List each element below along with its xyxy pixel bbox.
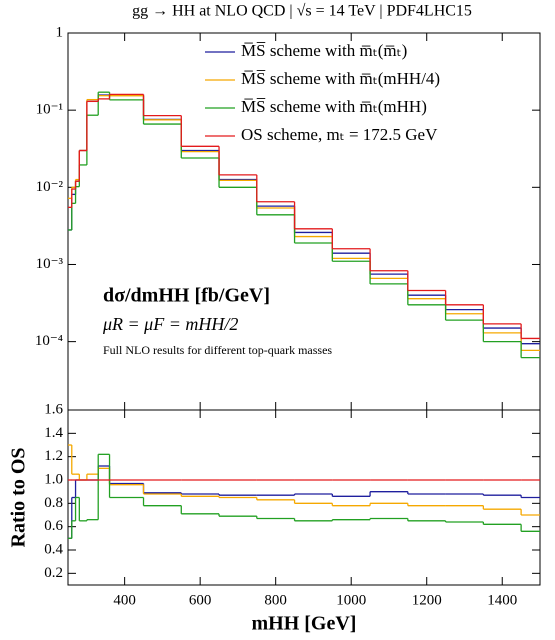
y-tick-label: 10⁻² (36, 179, 64, 195)
x-tick-label: 1400 (487, 592, 517, 608)
legend-label: M̅S̅ scheme with m̅ₜ(mHH/4) (241, 69, 440, 88)
y-tick-label: 10⁻¹ (36, 102, 63, 118)
x-tick-label: 1200 (412, 592, 442, 608)
x-tick-label: 1000 (336, 592, 366, 608)
annotation: μR = μF = mHH/2 (102, 314, 238, 334)
annotation: dσ/dmHH [fb/GeV] (103, 285, 270, 307)
legend-label: OS scheme, mₜ = 172.5 GeV (241, 125, 438, 144)
legend-label: M̅S̅ scheme with m̅ₜ(m̅ₜ) (241, 41, 407, 60)
y-tick-label: 10⁻⁴ (35, 333, 63, 349)
x-tick-label: 400 (113, 592, 136, 608)
y-tick-label: 0.8 (44, 495, 63, 511)
y-tick-label: 1.2 (44, 448, 63, 464)
y-axis-label: Ratio to OS (8, 448, 30, 548)
x-tick-label: 600 (189, 592, 212, 608)
annotation: Full NLO results for different top-quark… (103, 343, 332, 357)
x-tick-label: 800 (264, 592, 287, 608)
x-axis-label: mHH [GeV] (252, 613, 357, 635)
y-tick-label: 1.6 (44, 401, 63, 417)
legend-label: M̅S̅ scheme with m̅ₜ(mHH) (241, 97, 427, 116)
y-tick-label: 0.2 (44, 565, 63, 581)
y-tick-label: 0.6 (44, 518, 63, 534)
y-tick-label: 10⁻³ (36, 256, 64, 272)
chart-title: gg → HH at NLO QCD | √s = 14 TeV | PDF4L… (132, 3, 472, 20)
y-tick-label: 0.4 (44, 541, 63, 557)
y-tick-label: 1.0 (44, 471, 63, 487)
y-tick-label: 1 (56, 24, 64, 40)
y-tick-label: 1.4 (44, 425, 63, 441)
